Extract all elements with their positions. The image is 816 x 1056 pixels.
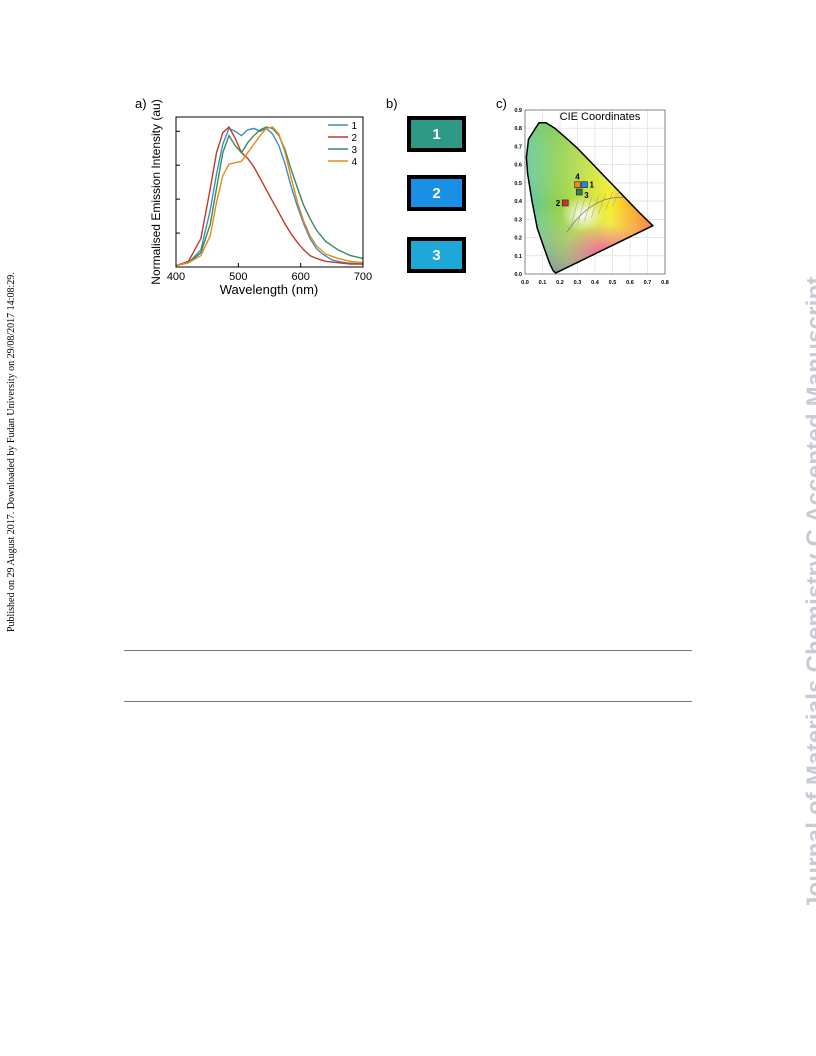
cie-point-label-2: 2 xyxy=(556,199,561,208)
panel-label-a: a) xyxy=(135,96,147,111)
x-tick-label: 600 xyxy=(291,271,309,283)
cie-y-tick-label: 0.4 xyxy=(514,199,523,205)
tile-label: 2 xyxy=(432,184,441,202)
series-line-3 xyxy=(175,126,364,267)
publication-side-note: Published on 29 August 2017. Downloaded … xyxy=(6,272,17,632)
cie-title: CIE Coordinates xyxy=(560,111,641,123)
cie-y-tick-label: 0.5 xyxy=(514,181,522,187)
cie-frame xyxy=(524,109,666,275)
spectral-locus xyxy=(525,122,655,275)
cie-x-tick-label: 0.6 xyxy=(626,280,634,286)
isotherm-line xyxy=(591,195,599,218)
cie-point-2 xyxy=(561,199,569,207)
cie-y-tick-label: 0.1 xyxy=(514,254,522,260)
y-axis-label: Normalised Emission Intensity (au) xyxy=(149,100,163,285)
panel-label-c: c) xyxy=(496,96,507,111)
cie-x-tick-label: 0.7 xyxy=(644,280,652,286)
series-line-4 xyxy=(175,126,364,267)
cie-y-tick-label: 0.3 xyxy=(514,217,522,223)
legend-label-4: 4 xyxy=(351,157,357,168)
legend-label-1: 1 xyxy=(351,121,357,132)
cie-x-tick-label: 0.5 xyxy=(609,280,617,286)
planckian-locus xyxy=(566,197,624,233)
panel-label-b: b) xyxy=(386,96,398,111)
tile-face: 1 xyxy=(411,120,462,148)
cie-point-3 xyxy=(575,188,583,196)
legend-label-2: 2 xyxy=(351,133,357,144)
legend-label-3: 3 xyxy=(351,145,357,156)
cie-point-1 xyxy=(581,181,588,189)
isotherm-line xyxy=(584,197,592,222)
cie-diagram: CIE Coordinates 0.0 0.1 0.2 0.3 0.4 0.5 0.6 0.7… xyxy=(514,108,669,286)
cie-x-tick-label: 0.1 xyxy=(539,280,547,286)
cie-y-tick-label: 0.9 xyxy=(514,108,522,114)
x-tick-label: 700 xyxy=(354,271,372,283)
isotherm-line xyxy=(577,199,585,225)
cie-y-tick-label: 0.8 xyxy=(514,126,522,132)
cie-point-label-4: 4 xyxy=(575,173,580,182)
cie-x-tick-label: 0.0 xyxy=(521,280,529,286)
plot-frame xyxy=(175,116,364,268)
cie-x-tick-label: 0.3 xyxy=(574,280,582,286)
x-axis-label: Wavelength (nm) xyxy=(220,282,319,297)
series-line-2 xyxy=(175,125,363,267)
sample-tile-1: 1 xyxy=(407,116,466,152)
cie-y-tick-label: 0.2 xyxy=(514,236,522,242)
cie-point-label-3: 3 xyxy=(584,191,589,200)
tile-label: 3 xyxy=(432,246,441,264)
sample-tile-2: 2 xyxy=(407,175,466,211)
cie-point-4 xyxy=(574,181,581,189)
sample-tile-3: 3 xyxy=(407,237,466,273)
x-tick-label: 400 xyxy=(167,271,185,283)
cie-y-tick-label: 0.7 xyxy=(514,144,522,150)
cie-x-tick-label: 0.8 xyxy=(661,280,669,286)
tile-label: 1 xyxy=(432,125,441,143)
isotherm-line xyxy=(598,193,606,214)
isotherm-line xyxy=(570,201,578,229)
cie-x-tick-label: 0.4 xyxy=(591,280,600,286)
tile-face: 3 xyxy=(411,241,462,269)
cie-x-tick-label: 0.2 xyxy=(556,280,564,286)
cie-y-tick-label: 0.0 xyxy=(514,272,522,278)
cie-magenta-glow xyxy=(563,224,644,274)
isotherm-line xyxy=(605,191,613,211)
cie-y-tick-label: 0.6 xyxy=(514,163,522,169)
x-tick-label: 500 xyxy=(229,271,247,283)
divider-top xyxy=(124,650,692,651)
cie-point-label-1: 1 xyxy=(590,181,595,190)
isotherm-line xyxy=(612,190,620,207)
tile-face: 2 xyxy=(411,179,462,207)
accepted-manuscript-watermark: Journal of Materials Chemistry C Accepte… xyxy=(802,276,816,910)
divider-bottom xyxy=(124,701,692,702)
